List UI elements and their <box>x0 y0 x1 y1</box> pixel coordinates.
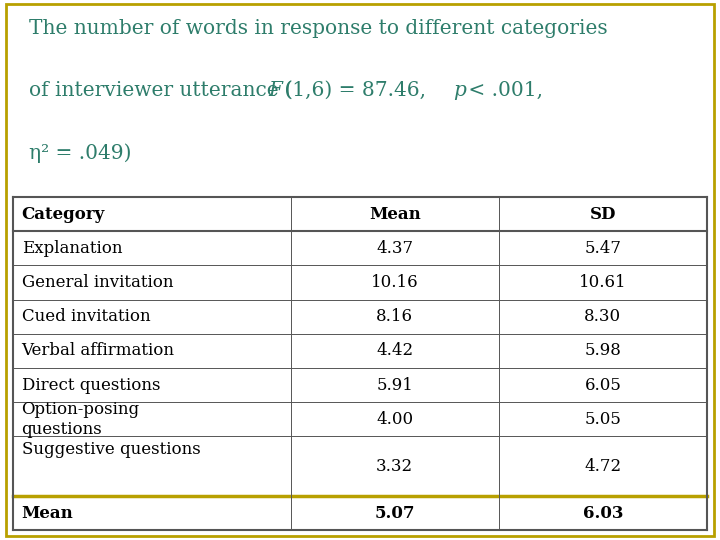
Text: Direct questions: Direct questions <box>22 376 160 394</box>
Text: 4.72: 4.72 <box>585 458 621 475</box>
Text: < .001,: < .001, <box>462 81 543 100</box>
Text: 6.03: 6.03 <box>582 505 624 522</box>
Text: F: F <box>269 81 282 100</box>
Text: 8.16: 8.16 <box>377 308 413 325</box>
Text: Mean: Mean <box>369 206 420 222</box>
Text: Verbal affirmation: Verbal affirmation <box>22 342 174 360</box>
Text: Mean: Mean <box>22 505 73 522</box>
Bar <box>13 197 707 530</box>
Text: 5.91: 5.91 <box>377 376 413 394</box>
Text: η² = .049): η² = .049) <box>29 143 131 163</box>
Text: Cued invitation: Cued invitation <box>22 308 150 325</box>
Text: 8.30: 8.30 <box>585 308 621 325</box>
Text: 10.16: 10.16 <box>371 274 418 291</box>
Text: (1,6) = 87.46,: (1,6) = 87.46, <box>278 81 426 100</box>
Text: 5.98: 5.98 <box>585 342 621 360</box>
Text: p: p <box>453 81 466 100</box>
Text: Category: Category <box>22 206 105 222</box>
Text: Explanation: Explanation <box>22 240 122 257</box>
Text: SD: SD <box>590 206 616 222</box>
Text: 5.05: 5.05 <box>585 411 621 428</box>
Text: 3.32: 3.32 <box>376 458 413 475</box>
Text: 5.47: 5.47 <box>585 240 621 257</box>
Text: 4.37: 4.37 <box>376 240 413 257</box>
Text: of interviewer utterance (: of interviewer utterance ( <box>29 81 292 100</box>
Text: 4.00: 4.00 <box>376 411 413 428</box>
Text: 4.42: 4.42 <box>376 342 413 360</box>
Text: General invitation: General invitation <box>22 274 173 291</box>
Text: 5.07: 5.07 <box>374 505 415 522</box>
Text: Option-posing
questions: Option-posing questions <box>22 401 140 437</box>
Text: The number of words in response to different categories: The number of words in response to diffe… <box>29 19 608 38</box>
Text: 10.61: 10.61 <box>579 274 626 291</box>
Text: 6.05: 6.05 <box>585 376 621 394</box>
Text: Suggestive questions: Suggestive questions <box>22 441 200 457</box>
